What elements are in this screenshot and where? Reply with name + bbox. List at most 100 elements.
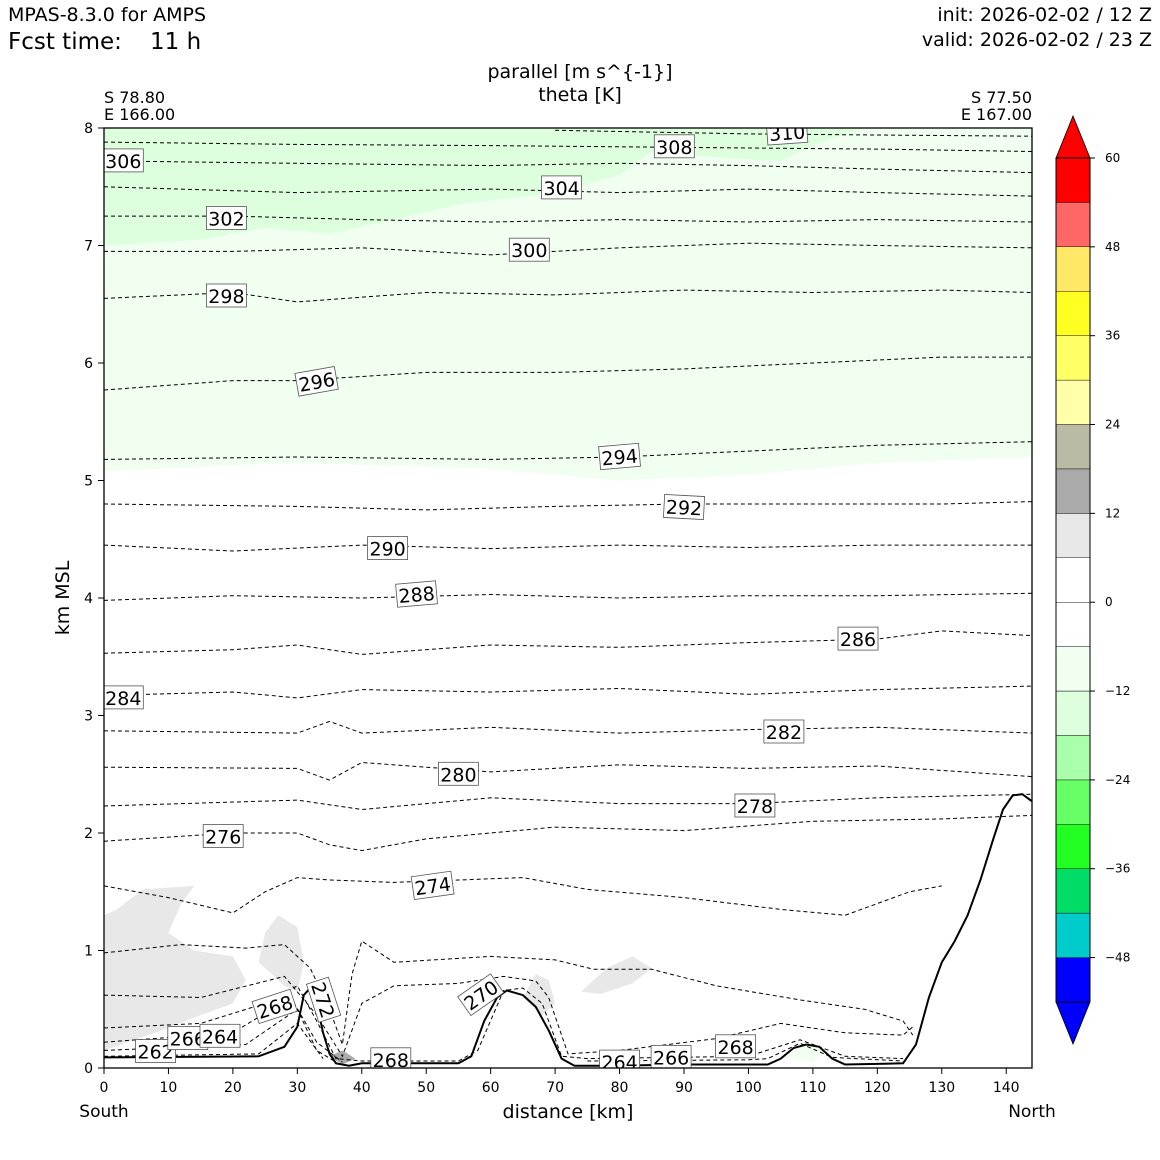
theta-contour-284	[104, 685, 1032, 699]
theta-contour-266-valley	[587, 1042, 904, 1062]
colorbar-segment--48	[1055, 913, 1091, 958]
model-title: MPAS-8.3.0 for AMPS	[8, 4, 207, 26]
contour-label-266: 266	[167, 1026, 209, 1051]
x-tick-label-130: 130	[928, 1080, 955, 1096]
theta-contour-302	[104, 215, 1032, 223]
x-tick-label-20: 20	[224, 1080, 242, 1096]
contour-label-text: 264	[202, 1026, 238, 1048]
x-tick-label-10: 10	[160, 1080, 178, 1096]
terrain-profile	[104, 793, 1032, 1067]
x-tick-label-120: 120	[864, 1080, 891, 1096]
y-tick-label-8: 8	[84, 121, 93, 137]
contour-label-box	[650, 1045, 692, 1068]
contour-label-286: 286	[837, 626, 879, 651]
contour-label-text: 280	[440, 764, 476, 786]
colorbar-tick-label: −24	[1105, 773, 1130, 787]
contour-label-box	[599, 1049, 640, 1068]
shading-region-2	[104, 885, 246, 1051]
contour-label-278: 278	[734, 793, 776, 818]
theta-contour-298	[104, 289, 1032, 303]
contour-label-292: 292	[663, 494, 706, 521]
colorbar-segment-0	[1055, 557, 1091, 603]
forecast-time-label: Fcst time:	[8, 29, 122, 55]
chart-title-line1: parallel [m s^{-1}]	[487, 61, 672, 83]
theta-contour-262	[104, 1022, 324, 1059]
contour-label-268: 268	[715, 1034, 756, 1059]
colorbar-tick-label: 24	[1105, 418, 1120, 432]
contour-label-text: 266	[170, 1029, 206, 1051]
colorbar-tick-label: 48	[1105, 240, 1120, 254]
contour-label-300: 300	[508, 237, 550, 262]
chart-title-line2: theta [K]	[538, 84, 622, 106]
contour-label-box	[135, 1039, 177, 1063]
colorbar-extend-low	[1055, 1001, 1091, 1046]
theta-contour-308	[104, 141, 1032, 152]
shading-region-4	[580, 956, 652, 994]
right-endpoint-lat: S 77.50	[971, 88, 1032, 107]
shading-region-5	[522, 974, 556, 1016]
contour-label-box	[457, 973, 505, 1017]
contour-label-268: 268	[370, 1047, 412, 1068]
contour-label-text: 264	[601, 1052, 637, 1074]
contour-label-274: 274	[410, 870, 455, 900]
theta-contour-280	[104, 761, 1032, 781]
right-endpoint-lon: E 167.00	[961, 105, 1032, 124]
contour-label-box	[508, 237, 550, 262]
valid-time: valid: 2026-02-02 / 23 Z	[921, 29, 1152, 51]
theta-contour-310	[555, 129, 1032, 137]
contour-label-302: 302	[205, 206, 247, 231]
x-tick-label-60: 60	[482, 1080, 500, 1096]
contour-label-text: 294	[601, 445, 639, 470]
contour-label-box	[653, 134, 695, 159]
x-tick-label-80: 80	[611, 1080, 629, 1096]
colorbar-tick-label: 36	[1105, 329, 1120, 343]
south-direction-label: South	[79, 1102, 128, 1122]
y-axis-label: km MSL	[52, 560, 74, 635]
contour-label-284: 284	[104, 685, 144, 710]
contour-label-box	[104, 685, 144, 710]
contour-label-text: 310	[768, 121, 806, 145]
colorbar-segment--30	[1055, 779, 1091, 825]
shading-region-7	[329, 1050, 356, 1065]
colorbar-segment-18	[1055, 424, 1091, 470]
theta-contour-272	[104, 940, 914, 1045]
colorbar-extend-high	[1055, 114, 1091, 159]
contour-label-box	[715, 1034, 756, 1059]
forecast-time-value: 11 h	[150, 29, 202, 55]
contour-label-text: 272	[306, 980, 338, 1021]
contour-label-box	[305, 976, 342, 1023]
theta-contour-288	[104, 592, 1032, 601]
contour-label-box	[199, 1023, 241, 1048]
terrain-layer	[104, 793, 1032, 1067]
contour-label-text: 282	[766, 722, 802, 744]
contour-label-290: 290	[367, 536, 409, 561]
theta-contour-layer	[104, 129, 1032, 1063]
contour-label-text: 286	[840, 629, 876, 651]
colorbar-segment-42	[1055, 246, 1091, 292]
contour-label-box	[541, 175, 582, 200]
left-endpoint-lon: E 166.00	[104, 105, 175, 124]
theta-contour-292	[104, 501, 1032, 511]
x-tick-label-0: 0	[100, 1080, 109, 1096]
contour-label-text: 288	[398, 583, 436, 608]
colorbar-segment--6	[1055, 602, 1091, 647]
north-direction-label: North	[1008, 1102, 1056, 1122]
contour-label-text: 290	[369, 539, 405, 561]
contour-label-text: 292	[665, 497, 702, 521]
init-time: init: 2026-02-02 / 12 Z	[937, 4, 1152, 26]
colorbar-segment--54	[1055, 957, 1091, 1003]
contour-label-276: 276	[202, 824, 244, 849]
colorbar-segment-48	[1055, 202, 1091, 247]
colorbar-segment-24	[1055, 379, 1091, 425]
contour-label-box	[202, 824, 244, 848]
x-tick-label-110: 110	[800, 1080, 827, 1096]
colorbar-tick-label: −36	[1105, 862, 1130, 876]
colorbar-frame	[1055, 157, 1091, 1003]
contour-label-box	[294, 366, 339, 397]
contour-label-box	[763, 719, 805, 744]
contour-label-box	[734, 793, 776, 818]
theta-contour-274	[104, 877, 942, 916]
theta-contour-294	[104, 441, 1032, 460]
colorbar-segment-36	[1055, 291, 1091, 336]
